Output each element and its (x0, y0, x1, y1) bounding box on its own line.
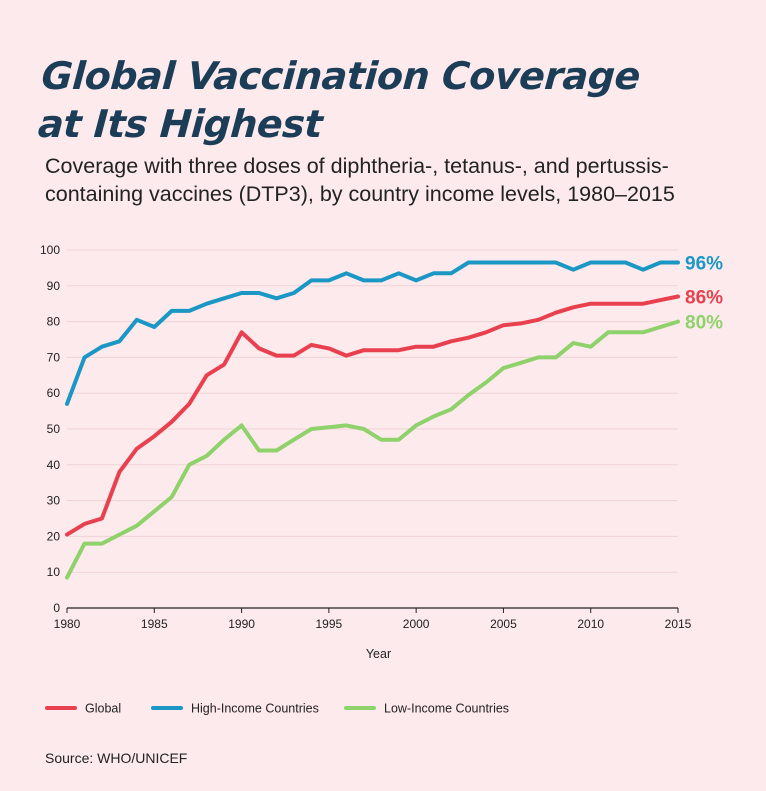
y-tick-label: 0 (53, 601, 60, 615)
x-tick-label: 2015 (665, 617, 692, 631)
series-line-high-income-countries (65, 260, 680, 406)
end-value-label: 96% (685, 254, 723, 275)
y-tick-label: 70 (47, 350, 61, 364)
y-tick-label: 60 (47, 386, 61, 400)
x-axis-title: Year (366, 647, 391, 661)
x-tick-label: 1980 (54, 617, 81, 631)
source-note: Source: WHO/UNICEF (45, 750, 188, 766)
series-line-global (65, 294, 680, 537)
y-tick-label: 50 (47, 422, 61, 436)
x-tick-label: 2000 (403, 617, 430, 631)
legend-label: Low-Income Countries (384, 702, 509, 716)
line-chart: 0 10 20 30 40 50 60 70 80 90 100 1980 1985 1990 1995 20… (40, 243, 723, 716)
end-value-label: 80% (685, 313, 723, 334)
legend-label: Global (85, 702, 121, 716)
x-tick-label: 1990 (228, 617, 255, 631)
x-tick-label: 1985 (141, 617, 168, 631)
x-tick-label: 2010 (577, 617, 604, 631)
series-line-low-income-countries (65, 319, 680, 580)
y-tick-label: 80 (47, 315, 61, 329)
y-tick-label: 30 (47, 494, 61, 508)
y-tick-label: 40 (47, 458, 61, 472)
y-tick-label: 100 (40, 243, 60, 257)
y-tick-label: 10 (47, 565, 61, 579)
x-tick-label: 2005 (490, 617, 517, 631)
chart-subtitle: Coverage with three doses of diphtheria-… (45, 154, 675, 206)
y-tick-label: 20 (47, 529, 61, 543)
legend-label: High-Income Countries (191, 702, 319, 716)
end-value-label: 86% (685, 288, 723, 309)
x-tick-label: 1995 (316, 617, 343, 631)
y-tick-label: 90 (47, 279, 61, 293)
